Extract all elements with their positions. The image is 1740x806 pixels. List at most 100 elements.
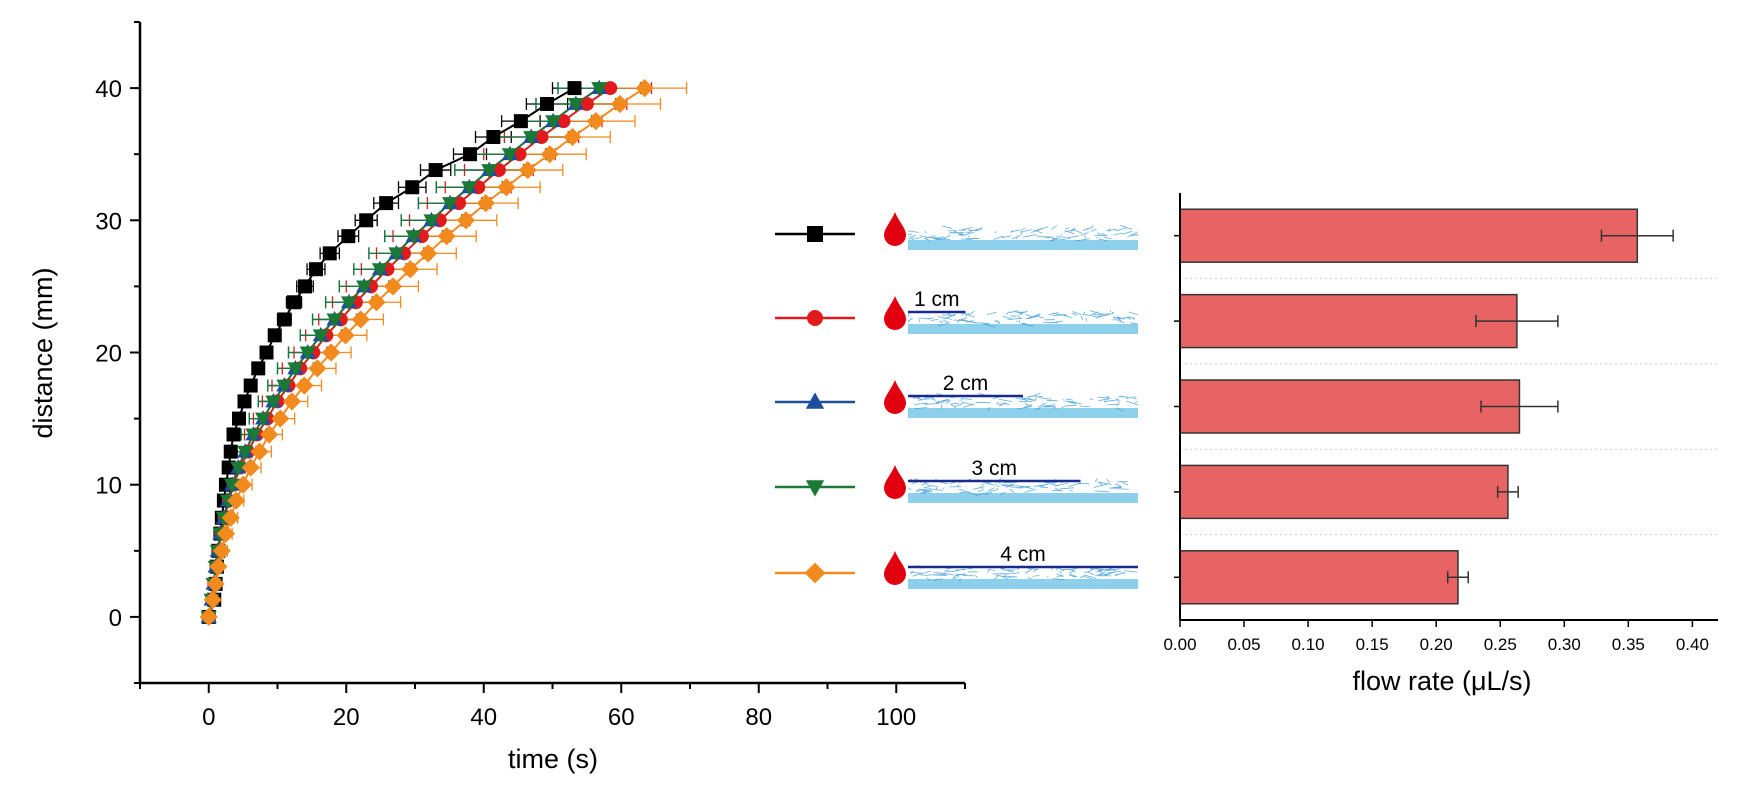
drop-icon [884,296,906,330]
series-5-point [610,94,629,114]
series-1-point [243,378,258,393]
bar [1179,464,1509,520]
series-1-point [226,427,241,442]
bar [1179,379,1521,434]
series-5-point [260,425,279,444]
left-chart-series-lines [207,87,646,618]
series-5-point [401,260,420,279]
series-5-point [271,409,290,428]
series-4-point [567,98,584,113]
bar [1179,550,1459,605]
series-1-point [463,147,477,162]
bar-x-tick-label: 0.35 [1612,635,1645,654]
x-tick-label: 20 [333,704,360,731]
legend-item-5: 4 cm [775,543,1138,589]
series-4-point [255,412,272,427]
bar-x-tick-label: 0.15 [1356,635,1389,654]
y-tick-label: 30 [95,208,122,235]
legend-item-4: 3 cm [775,457,1138,503]
x-tick-label: 40 [470,704,497,731]
series-5-point [456,211,475,230]
bar-x-tick-label: 0.20 [1420,635,1453,654]
series-5-point [322,343,341,362]
legend-marker [807,310,823,326]
series-4-point [326,313,343,328]
series-5-point [209,557,228,576]
drop-icon [884,551,906,585]
series-1-point [267,328,282,343]
legend-marker [807,226,823,242]
series-1-point [486,130,501,145]
series-5-point [206,574,225,593]
series-4-point [523,131,540,146]
series-4-point [356,280,373,295]
series-1-point [341,229,356,244]
bar-x-tick-label: 0.05 [1228,635,1261,654]
series-4-point [481,164,498,179]
series-1-point [405,180,420,195]
series-4-point [230,461,247,476]
series-4-point [340,296,358,311]
legend-cover-label: 2 cm [943,372,989,395]
series-5-point [282,392,302,411]
bar-chart-axes: 0.00 0.05 0.10 0.15 0.20 0.25 0.30 0.35 0.40 [1163,193,1718,654]
x-tick-label: 0 [202,704,215,731]
bar-x-tick-label: 0.10 [1292,635,1325,654]
strip-base [908,324,1138,334]
y-tick-label: 40 [95,76,122,103]
series-5-point [241,458,260,477]
series-1-point [232,411,246,426]
series-1-point [513,114,528,129]
series-1-point [298,279,312,294]
series-5-point [518,160,537,180]
series-4-point [245,428,262,443]
legend-marker [804,562,826,584]
series-1-point [251,361,266,376]
legend-item-1 [775,212,1139,250]
series-5-point [203,590,222,609]
series-4-point [405,230,422,245]
series-5-point [221,508,240,527]
strip-base [908,579,1138,589]
legend: 1 cm 2 cm 3 cm 4 cm [775,212,1139,589]
series-5-point [437,227,456,246]
series-2-point [579,96,594,111]
series-5-point [199,607,218,626]
bar-x-tick-label: 0.40 [1676,635,1709,654]
series-4-point [265,395,282,410]
bar-x-tick-label: 0.30 [1548,635,1581,654]
series-4-point [312,329,329,344]
series-1-point [379,196,394,211]
series-5-point [250,442,269,461]
series-1-point [359,213,374,228]
series-1-point [540,96,554,111]
series-1-point [309,262,323,277]
bar-x-tick-label: 0.25 [1484,635,1517,654]
y-tick-label: 0 [109,605,122,632]
series-1-point [223,444,238,459]
series-1-point [322,246,337,261]
series-4-point [224,478,241,494]
legend-cover-label: 4 cm [1000,543,1046,566]
series-5-point [497,178,516,197]
series-5-point [563,127,582,147]
legend-marker [805,480,825,497]
series-2-point [556,114,571,129]
strip-base [908,240,1138,250]
strip-base [908,493,1138,503]
series-1-point [567,81,582,96]
series-5-point [336,326,355,345]
drop-icon [884,380,906,414]
series-4-point [545,115,562,130]
x-tick-label: 60 [608,704,635,731]
bar [1179,293,1518,349]
flow-rate-bar-chart: 0.00 0.05 0.10 0.15 0.20 0.25 0.30 0.35 0.40 flo… [1163,193,1718,696]
series-2-point [603,81,618,96]
series-4-point [276,379,293,394]
legend-cover-label: 1 cm [914,288,960,311]
series-4-point [442,197,459,212]
series-1-point [237,394,252,409]
series-5-point [367,293,386,312]
series-5-point [212,541,231,560]
